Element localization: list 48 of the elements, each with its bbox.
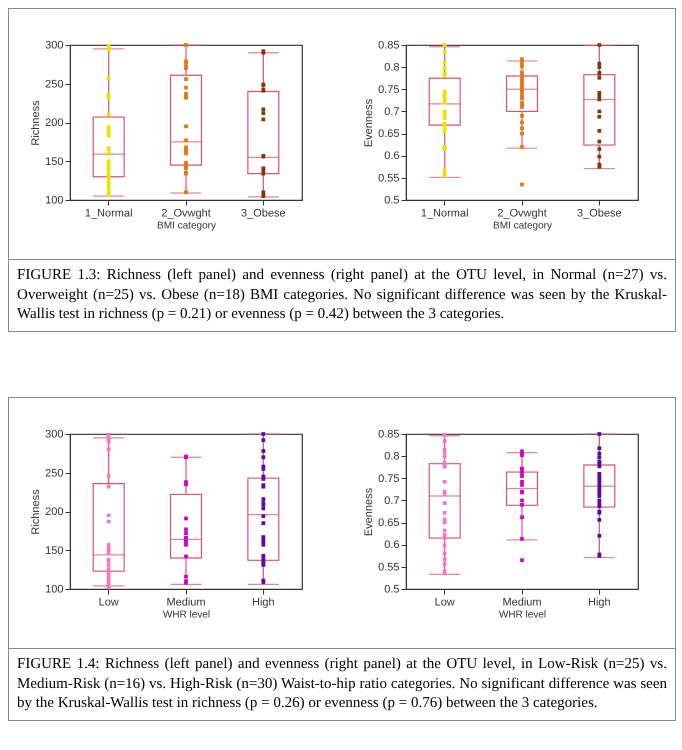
y-tick-label: 100 <box>45 584 64 596</box>
x-axis-title: BMI category <box>493 220 552 232</box>
x-tick-label: Low <box>434 596 455 608</box>
y-axis-title: Richness <box>30 488 42 535</box>
x-tick-label: 3_Obese <box>577 208 622 220</box>
x-tick-label: 3_Obese <box>241 208 286 220</box>
caption: FIGURE 1.4: Richness (left panel) and evenness (right panel) at the OTU level, in Low-Risk (n=25) vs. Medium-Risk (n=16) vs. High-Risk (n=30) Waist-to-hip ratio categories. No significant difference was seen by the Kruskal-Wallis test in richness (p = 0.26) or evenness (p = 0.76) between the 3 categories. <box>9 648 675 720</box>
y-tick-label: 150 <box>45 156 64 168</box>
caption: FIGURE 1.3: Richness (left panel) and evenness (right panel) at the OTU level, in Normal (n=27) vs. Overweight (n=25) vs. Obese (n=18) BMI categories. No significant difference was seen by the Kruskal-Wallis test in richness (p = 0.21) or evenness (p = 0.42) between the 3 categories. <box>9 259 675 330</box>
y-tick-label: 0.5 <box>384 194 400 206</box>
y-tick-label: 250 <box>45 78 64 90</box>
y-tick-label: 300 <box>45 40 64 52</box>
y-axis-title: Richness <box>30 100 42 146</box>
x-tick-label: High <box>252 596 275 608</box>
x-tick-label: 1_Normal <box>420 208 469 220</box>
x-tick-label: 1_Normal <box>84 208 133 220</box>
y-tick-label: 250 <box>45 467 64 480</box>
y-tick-label: 0.8 <box>384 62 400 74</box>
y-tick-label: 0.7 <box>384 494 400 507</box>
y-tick-label: 0.7 <box>384 106 400 118</box>
y-tick-label: 200 <box>45 506 64 518</box>
y-tick-label: 0.6 <box>384 539 400 552</box>
y-tick-label: 150 <box>45 544 64 557</box>
y-tick-label: 0.85 <box>378 428 400 440</box>
y-tick-label: 300 <box>45 428 64 440</box>
x-axis-title: BMI category <box>157 220 216 232</box>
y-tick-label: 0.65 <box>378 128 400 140</box>
x-axis-title: WHR level <box>498 610 546 620</box>
y-tick-label: 0.5 <box>384 584 400 596</box>
y-tick-label: 0.55 <box>378 561 400 574</box>
x-tick-label: 2_Ovwght <box>497 208 547 220</box>
y-axis-title: Evenness <box>363 487 376 536</box>
y-tick-label: 0.85 <box>378 40 400 52</box>
y-tick-label: 0.75 <box>378 84 400 96</box>
x-tick-label: Medium <box>166 596 206 608</box>
y-tick-label: 200 <box>45 117 64 129</box>
y-tick-label: 0.65 <box>378 517 400 530</box>
y-axis-title: Evenness <box>363 98 376 148</box>
y-tick-label: 0.75 <box>378 472 400 485</box>
y-tick-label: 0.8 <box>384 450 400 463</box>
x-tick-label: Medium <box>502 596 542 608</box>
x-tick-label: High <box>588 596 611 608</box>
x-axis-title: WHR level <box>162 610 210 620</box>
x-tick-label: 2_Ovwght <box>161 208 211 220</box>
x-tick-label: Low <box>98 596 119 608</box>
y-tick-label: 100 <box>45 194 64 206</box>
y-tick-label: 0.6 <box>384 150 400 162</box>
y-tick-label: 0.55 <box>378 172 400 184</box>
